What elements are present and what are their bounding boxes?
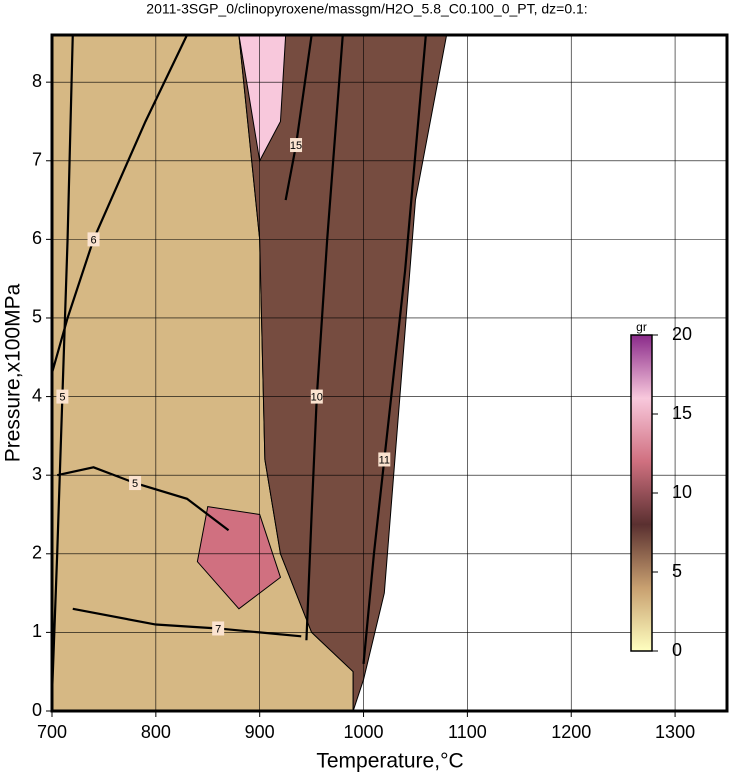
colorbar-tick-label: 5	[672, 561, 682, 581]
phase-field	[238, 35, 448, 711]
y-tick-label: 5	[32, 307, 42, 327]
colorbar-label: gr	[636, 320, 647, 334]
contour-label-box	[56, 389, 69, 404]
contour-label-box	[310, 389, 323, 404]
contour-label-box	[212, 621, 225, 636]
contour-label: 11	[379, 454, 390, 466]
contour-label: 6	[90, 234, 96, 246]
chart-title: 2011-3SGP_0/clinopyroxene/massgm/H2O_5.8…	[146, 1, 587, 17]
colorbar-tick-label: 20	[672, 324, 692, 344]
x-tick-label: 700	[37, 722, 67, 742]
plot-area: 5 6 5 7 10 11 15	[52, 35, 727, 711]
contour-label: 7	[215, 623, 221, 635]
frame	[50, 33, 729, 713]
contour-label: 10	[311, 391, 323, 403]
y-axis-label: Pressure,x100MPa	[2, 283, 25, 462]
contour-label-box	[129, 476, 142, 491]
y-tick-label: 2	[32, 543, 42, 563]
x-tick-label: 1000	[344, 722, 384, 742]
y-tick-label: 7	[32, 150, 42, 170]
y-tick-label: 4	[32, 385, 42, 405]
contour-label: 5	[59, 391, 65, 403]
contour-label-box	[290, 138, 303, 153]
colorbar-tick-label: 0	[672, 640, 682, 660]
contour-label-box	[87, 232, 100, 247]
colorbar-tick-label: 15	[672, 403, 692, 423]
phase-field	[238, 35, 287, 163]
contour-label-box	[378, 452, 391, 467]
colorbar	[630, 334, 653, 652]
contour-label: 15	[290, 140, 302, 152]
x-tick-label: 800	[141, 722, 171, 742]
y-tick-label: 6	[32, 228, 42, 248]
contour-label: 5	[132, 478, 138, 490]
colorbar-tick-label: 10	[672, 482, 692, 502]
y-tick-label: 1	[32, 621, 42, 641]
x-tick-label: 1200	[551, 722, 591, 742]
y-tick-label: 8	[32, 71, 42, 91]
x-axis-label: Temperature,°C	[316, 750, 463, 773]
x-tick-label: 1300	[655, 722, 695, 742]
x-tick-label: 900	[245, 722, 275, 742]
x-tick-label: 1100	[448, 722, 487, 742]
y-tick-label: 3	[32, 464, 42, 484]
y-tick-label: 0	[32, 700, 42, 720]
